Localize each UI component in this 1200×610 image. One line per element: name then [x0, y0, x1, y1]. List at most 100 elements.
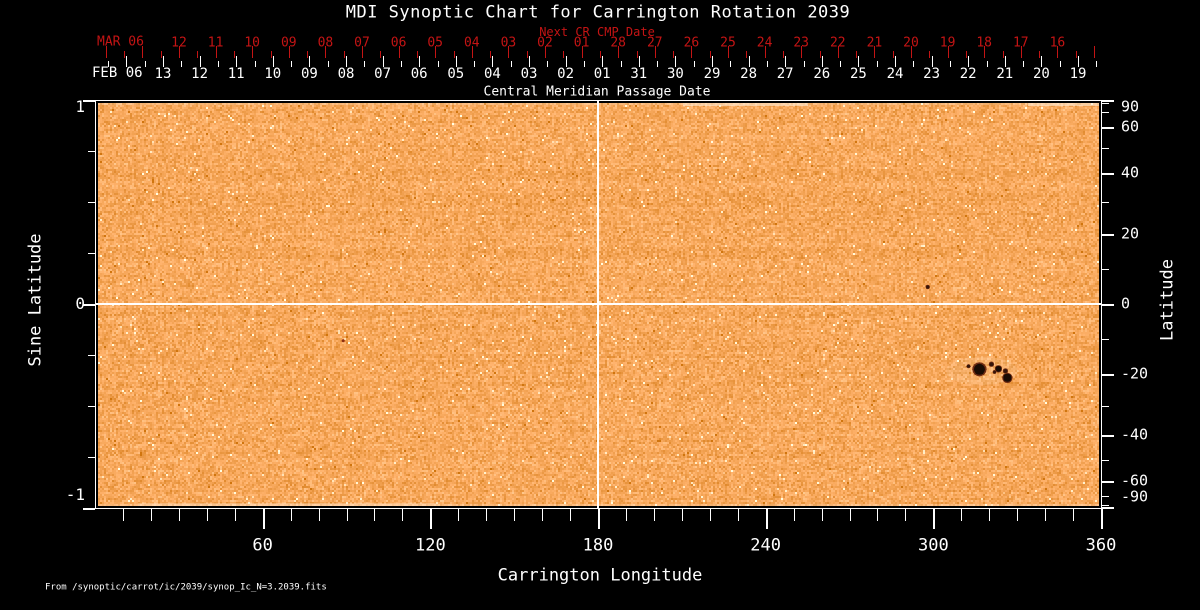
red-axis-tick: [435, 46, 437, 58]
white-date-label: 19: [1069, 66, 1087, 82]
chart-title: MDI Synoptic Chart for Carrington Rotati…: [345, 2, 851, 23]
white-date-label: 22: [959, 66, 977, 82]
white-axis-tick: [309, 56, 311, 67]
white-date-label: 26: [813, 66, 831, 82]
white-axis-tick: [895, 56, 896, 67]
sine-lat-major-tick: [83, 508, 95, 510]
white-date-label: 08: [337, 66, 355, 82]
red-month-year-label: MAR 06: [97, 34, 144, 50]
red-date-label: 11: [207, 35, 224, 51]
next-cr-cmp-date-label: Next CR CMP Date: [539, 25, 655, 39]
latitude-major-tick: [1101, 234, 1114, 237]
red-date-label: 23: [793, 35, 810, 51]
white-axis-tick: [199, 56, 201, 67]
red-date-label: 04: [463, 35, 480, 51]
equator-line: [95, 303, 1102, 305]
latitude-major-tick: [1101, 304, 1114, 306]
red-axis-tick: [270, 51, 272, 58]
white-axis-tick: [821, 56, 823, 67]
red-axis-tick: [654, 46, 656, 58]
white-axis-tick: [748, 56, 750, 67]
sine-lat-tick-label: 0: [75, 294, 85, 313]
latitude-minor-tick: [1101, 406, 1109, 407]
longitude-tick-label: 360: [1085, 535, 1117, 556]
red-date-label: 08: [317, 35, 334, 51]
red-axis-tick: [673, 51, 675, 58]
white-axis-tick: [1059, 61, 1061, 67]
red-axis-tick: [1020, 46, 1022, 58]
red-date-label: 19: [939, 35, 956, 51]
latitude-minor-tick: [1101, 460, 1109, 462]
white-date-label: 11: [227, 66, 245, 82]
red-axis-tick: [142, 46, 144, 58]
longitude-minor-tick: [625, 509, 627, 521]
longitude-tick-label: 120: [414, 535, 446, 556]
red-date-label: 03: [500, 35, 517, 51]
red-date-label: 10: [244, 35, 261, 51]
sine-lat-tick-label: -1: [65, 485, 85, 504]
white-date-label: 03: [520, 66, 538, 82]
white-axis-tick: [382, 56, 384, 67]
red-axis-tick: [874, 46, 876, 58]
latitude-major-tick: [1101, 507, 1114, 509]
red-axis-tick: [252, 46, 254, 58]
red-date-label: 17: [1012, 35, 1029, 51]
white-axis-tick: [620, 61, 622, 67]
longitude-major-tick: [262, 509, 265, 529]
longitude-minor-tick: [206, 509, 208, 521]
latitude-minor-tick: [1101, 495, 1109, 497]
white-axis-tick: [675, 56, 677, 67]
white-axis-tick: [712, 56, 713, 67]
sine-lat-minor-tick: [88, 457, 95, 458]
longitude-minor-tick: [905, 509, 907, 521]
white-axis-tick: [547, 61, 549, 67]
latitude-tick-label: -40: [1121, 425, 1149, 444]
longitude-minor-tick: [1017, 509, 1019, 521]
red-axis-tick: [508, 46, 510, 58]
white-axis-tick: [876, 61, 878, 67]
latitude-minor-tick: [1101, 268, 1109, 270]
red-axis-tick: [947, 46, 949, 58]
red-axis-tick: [545, 46, 546, 58]
red-axis-tick: [526, 51, 528, 58]
red-axis-tick: [215, 46, 217, 58]
red-date-label: 27: [646, 35, 663, 51]
red-axis-tick: [856, 51, 858, 58]
red-axis-tick: [197, 51, 199, 58]
red-date-label: 05: [427, 35, 444, 51]
sine-lat-major-tick: [83, 304, 95, 306]
white-date-label: 07: [374, 66, 392, 82]
sine-lat-minor-tick: [88, 253, 95, 254]
white-axis-tick: [254, 61, 256, 67]
white-axis-tick: [108, 61, 110, 67]
white-month-year-label: FEB 06: [92, 65, 143, 81]
red-axis-tick: [453, 51, 455, 58]
longitude-major-tick: [430, 509, 433, 529]
longitude-minor-tick: [737, 509, 739, 521]
white-axis-tick: [1096, 61, 1098, 67]
white-axis-tick: [455, 56, 457, 67]
red-axis-tick: [911, 46, 912, 58]
longitude-minor-tick: [961, 509, 963, 521]
white-axis-tick: [931, 56, 933, 67]
white-axis-tick: [510, 61, 512, 67]
red-axis-tick: [160, 51, 162, 58]
red-axis-tick: [984, 46, 986, 58]
white-axis-tick: [968, 56, 970, 67]
longitude-major-tick: [933, 509, 936, 529]
white-date-label: 02: [557, 66, 575, 82]
red-axis-tick: [599, 51, 601, 58]
longitude-tick-label: 240: [750, 535, 782, 556]
longitude-minor-tick: [486, 509, 488, 521]
sine-lat-minor-tick: [88, 151, 95, 152]
latitude-major-tick: [1101, 480, 1114, 483]
red-axis-tick: [691, 46, 693, 58]
red-date-label: 28: [610, 35, 627, 51]
white-axis-tick: [291, 61, 293, 67]
red-axis-tick: [801, 46, 803, 58]
right-axis-title: Latitude: [1157, 259, 1178, 341]
red-axis-tick: [563, 51, 565, 58]
red-axis-tick: [892, 51, 894, 58]
white-axis-tick: [1004, 56, 1006, 67]
sine-lat-minor-tick: [88, 355, 95, 356]
